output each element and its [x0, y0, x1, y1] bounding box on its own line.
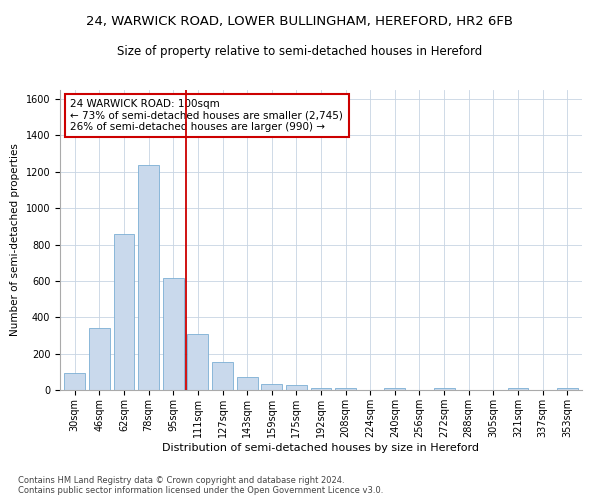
Bar	[508, 388, 529, 390]
Text: 24 WARWICK ROAD: 100sqm
← 73% of semi-detached houses are smaller (2,745)
26% of: 24 WARWICK ROAD: 100sqm ← 73% of semi-de…	[70, 99, 343, 132]
Text: Contains HM Land Registry data © Crown copyright and database right 2024.: Contains HM Land Registry data © Crown c…	[18, 476, 344, 485]
Text: Contains public sector information licensed under the Open Government Licence v3: Contains public sector information licen…	[18, 486, 383, 495]
Bar	[335, 388, 356, 390]
Bar	[187, 334, 208, 390]
Text: 24, WARWICK ROAD, LOWER BULLINGHAM, HEREFORD, HR2 6FB: 24, WARWICK ROAD, LOWER BULLINGHAM, HERE…	[86, 15, 514, 28]
Bar	[311, 388, 331, 390]
Bar	[138, 164, 159, 390]
Bar	[385, 388, 406, 390]
Bar	[89, 328, 110, 390]
X-axis label: Distribution of semi-detached houses by size in Hereford: Distribution of semi-detached houses by …	[163, 442, 479, 452]
Bar	[261, 384, 282, 390]
Bar	[163, 278, 184, 390]
Text: Size of property relative to semi-detached houses in Hereford: Size of property relative to semi-detach…	[118, 45, 482, 58]
Y-axis label: Number of semi-detached properties: Number of semi-detached properties	[10, 144, 20, 336]
Bar	[64, 372, 85, 390]
Bar	[113, 234, 134, 390]
Bar	[236, 378, 257, 390]
Bar	[286, 386, 307, 390]
Bar	[434, 388, 455, 390]
Bar	[212, 362, 233, 390]
Bar	[557, 388, 578, 390]
